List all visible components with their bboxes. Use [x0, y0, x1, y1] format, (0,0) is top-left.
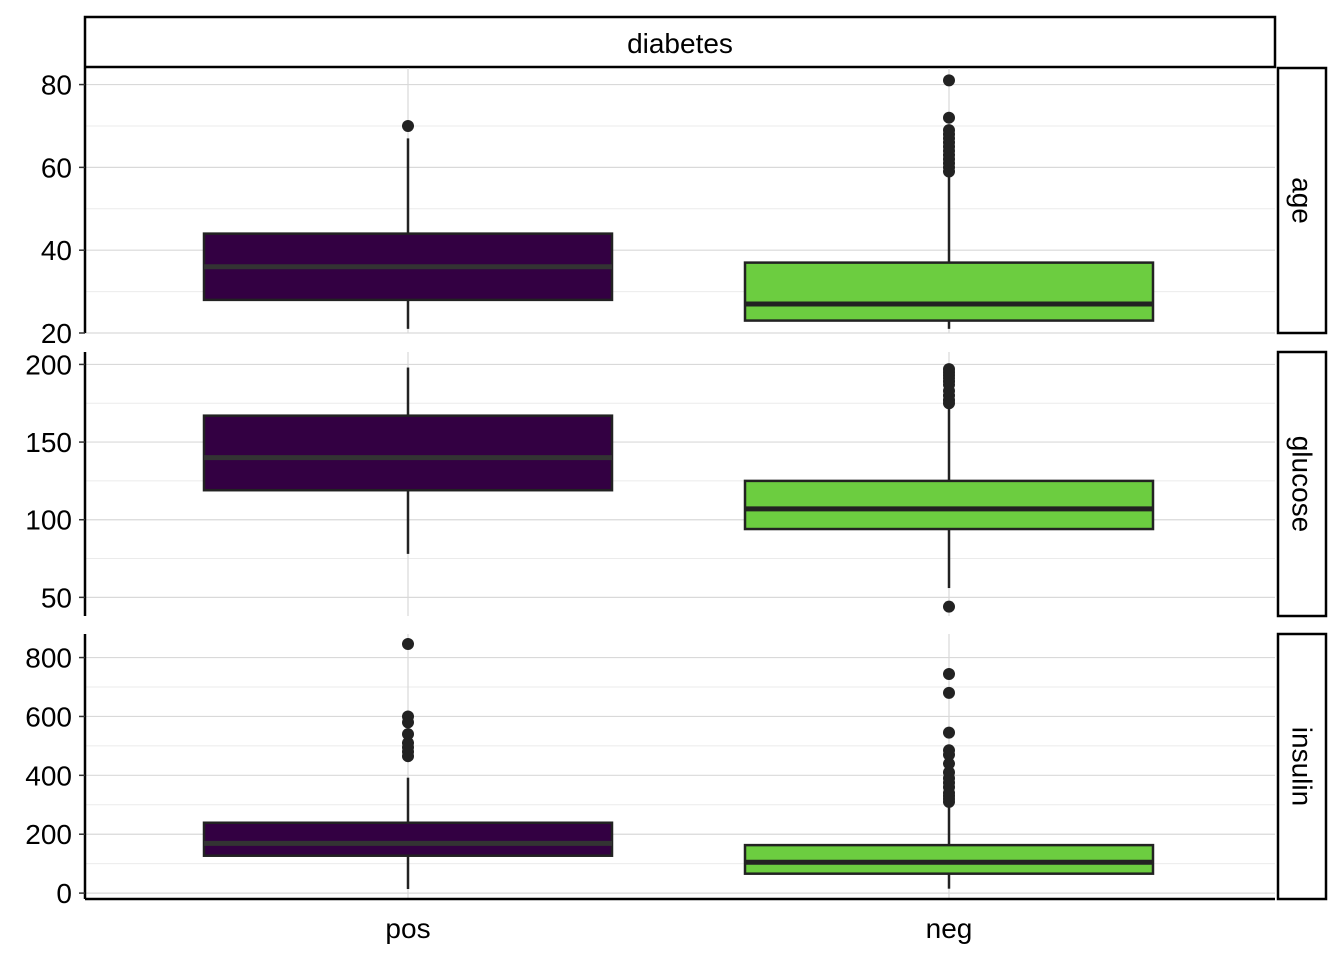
- box-pos: [202, 821, 614, 857]
- outlier-point: [402, 638, 414, 651]
- outlier-point: [943, 766, 955, 779]
- outlier-point: [943, 124, 955, 137]
- outlier-point: [402, 710, 414, 723]
- y-tick-label: 200: [25, 349, 72, 380]
- outlier-point: [943, 600, 955, 613]
- outlier-point: [943, 726, 955, 739]
- y-tick-label: 400: [25, 760, 72, 791]
- outlier-point: [943, 668, 955, 681]
- outlier-point: [402, 119, 414, 132]
- outlier-point: [943, 757, 955, 770]
- row-strip: [1276, 632, 1328, 901]
- row-strip-label: glucose: [1287, 436, 1318, 533]
- outlier-point: [943, 363, 955, 376]
- facet-title: diabetes: [627, 28, 733, 59]
- outlier-point: [943, 111, 955, 124]
- y-tick-label: 150: [25, 427, 72, 458]
- y-tick-label: 60: [41, 152, 72, 183]
- box-neg: [743, 479, 1155, 531]
- y-tick-label: 100: [25, 505, 72, 536]
- y-tick-label: 200: [25, 819, 72, 850]
- box-neg: [743, 843, 1155, 875]
- outlier-point: [402, 728, 414, 741]
- outlier-point: [943, 686, 955, 699]
- y-tick-label: 20: [41, 318, 72, 349]
- y-tick-label: 800: [25, 643, 72, 674]
- y-tick-label: 0: [56, 878, 72, 909]
- y-tick-label: 40: [41, 235, 72, 266]
- row-strip: [1276, 66, 1328, 335]
- y-tick-label: 600: [25, 701, 72, 732]
- outlier-point: [943, 74, 955, 87]
- row-strip-label: age: [1287, 177, 1318, 224]
- y-tick-label: 50: [41, 582, 72, 613]
- outlier-point: [402, 736, 414, 749]
- outlier-point: [943, 744, 955, 757]
- panels-group: 20 40 60 80 age 50 100 150 200 glucose 0 200 400 600 8…: [25, 66, 1328, 909]
- row-strip: [1276, 350, 1328, 618]
- y-tick-label: 80: [41, 70, 72, 101]
- box-neg: [743, 261, 1155, 322]
- x-tick-label-neg: neg: [926, 913, 973, 944]
- x-tick-label-pos: pos: [385, 913, 430, 944]
- facet-strip: [83, 15, 1277, 69]
- row-strip-label: insulin: [1287, 727, 1318, 806]
- box-pos: [202, 414, 614, 492]
